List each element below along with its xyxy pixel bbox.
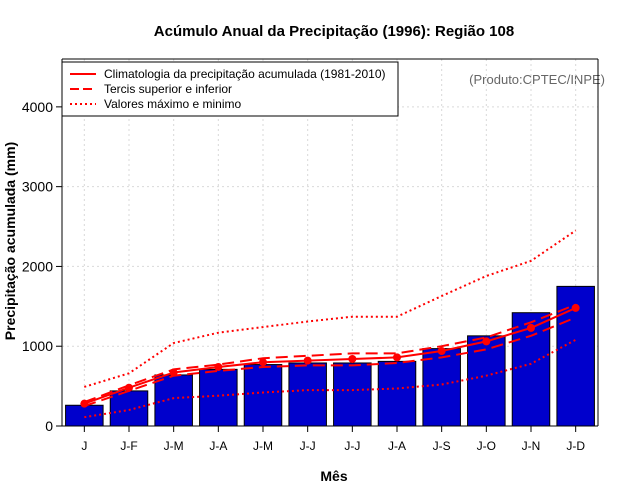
x-tick-label: J-D [566, 439, 585, 453]
bar [65, 404, 104, 427]
bar [199, 368, 238, 427]
bar [467, 335, 506, 427]
series-line [83, 303, 577, 404]
climatology-point [482, 337, 491, 346]
x-tick-label: J-O [477, 439, 496, 453]
climatology-point [527, 323, 535, 332]
climatology-point [348, 354, 357, 363]
y-tick-label: 0 [45, 418, 53, 434]
y-tick-label: 4000 [22, 99, 53, 115]
y-axis-label: Precipitação acumulada (mm) [2, 142, 18, 340]
x-axis-label: Mês [320, 468, 347, 484]
legend: Climatologia da precipitação acumulada (… [61, 61, 399, 117]
climatology-point [214, 362, 223, 371]
credit-text: (Produto:CPTEC/INPE) [469, 72, 605, 87]
climatology-point [437, 347, 446, 356]
legend-box [61, 61, 399, 117]
legend-label: Climatologia da precipitação acumulada (… [104, 67, 386, 81]
bar [333, 362, 372, 427]
x-tick-label: J-A [209, 439, 227, 453]
series-line [83, 306, 577, 405]
climatology-point [393, 353, 401, 362]
x-tick-label: J-M [253, 439, 273, 453]
bar [154, 374, 193, 427]
y-tick-label: 2000 [22, 258, 53, 274]
x-tick-label: J-F [120, 439, 137, 453]
bar [109, 390, 149, 427]
series-line [84, 229, 577, 388]
line-series [80, 229, 580, 419]
x-tick-label: J-A [388, 439, 406, 453]
climatology-point [303, 356, 312, 365]
legend-label: Tercis superior e inferior [104, 82, 232, 96]
climatology-point [259, 358, 267, 367]
x-tick-label: J-J [344, 439, 360, 453]
y-tick-label: 3000 [22, 179, 53, 195]
axes: 0 1000 2000 3000 4000 J J-F J-M J-A J-M J-J J-J J-A J… [22, 58, 599, 453]
chart-title: Acúmulo Anual da Precipitação (1996): Re… [154, 23, 514, 40]
x-tick-label: J-J [300, 439, 316, 453]
climatology-point [571, 303, 580, 312]
series-line [83, 316, 577, 408]
bar [377, 360, 417, 427]
x-tick-label: J [81, 439, 87, 453]
bar [422, 348, 461, 427]
bar [288, 362, 327, 427]
y-tick-label: 1000 [22, 338, 53, 354]
x-tick-label: J-M [164, 439, 184, 453]
x-tick-label: J-N [522, 439, 541, 453]
x-tick-label: J-S [433, 439, 451, 453]
legend-label: Valores máximo e minimo [104, 97, 241, 111]
bar [243, 364, 283, 427]
